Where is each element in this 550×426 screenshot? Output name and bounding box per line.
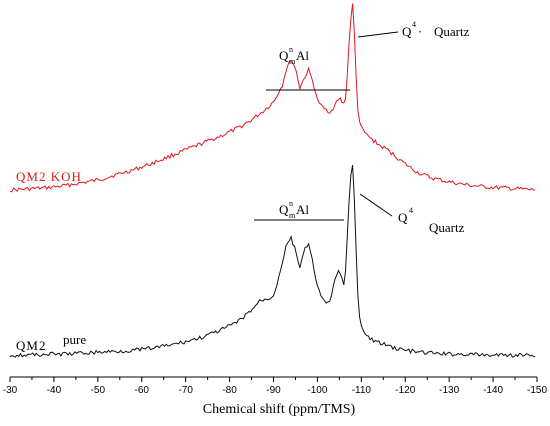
x-tick-label: -100: [307, 385, 327, 396]
x-tick-label: -110: [352, 385, 372, 396]
spectrum-line: [10, 3, 536, 193]
q-al-b: Al: [296, 202, 309, 217]
x-tick-label: -140: [483, 385, 503, 396]
q4-dot: ·: [418, 24, 422, 39]
spectrum-line: [9, 165, 536, 358]
series-qm2-koh: [10, 3, 536, 193]
x-tick-label: -40: [47, 385, 62, 396]
q4-letter: Q: [402, 24, 412, 39]
leader-line-bottom: [359, 193, 393, 217]
leader-line-top: [357, 31, 399, 38]
x-axis-title: Chemical shift (ppm/TMS): [203, 402, 356, 417]
x-tick-label: -90: [266, 385, 281, 396]
series-qm2-pure: [9, 165, 536, 358]
quartz-label-bottom: Quartz: [429, 220, 465, 235]
series-label-pure: pure: [63, 332, 86, 347]
series-label-qm2-koh: QM2 KOH: [16, 169, 82, 184]
q4-letter-b: Q: [398, 210, 408, 225]
q-letter-b: Q: [279, 202, 289, 217]
x-tick-label: -30: [3, 385, 18, 396]
x-tick-label: -70: [178, 385, 193, 396]
x-tick-label: -120: [395, 385, 415, 396]
q-sup-n: n: [289, 45, 293, 54]
q-letter: Q: [279, 48, 289, 63]
x-tick-label: -80: [222, 385, 237, 396]
annotation-q4-quartz-top: Q 4 · Quartz: [402, 20, 470, 39]
series-label-qm2: QM2: [16, 338, 46, 353]
q-sup-n-b: n: [289, 199, 293, 208]
x-tick-label: -50: [91, 385, 106, 396]
x-axis-ticks: [9, 377, 538, 382]
q4-sup: 4: [412, 20, 416, 29]
x-tick-label: -150: [527, 385, 547, 396]
q-al: Al: [296, 48, 309, 63]
q-sub-m-b: m: [289, 211, 296, 220]
x-tick-label: -130: [439, 385, 459, 396]
annotation-qnm-al-top: Q n m Al: [279, 45, 309, 66]
x-axis-tick-labels: -30 -40 -50 -60 -70 -80 -90 -100 -110 -120 -130 -14…: [3, 385, 548, 396]
annotation-q4-quartz-bottom: Q 4 Quartz: [398, 206, 465, 235]
q-sub-m: m: [289, 57, 296, 66]
quartz-label-top: Quartz: [434, 24, 470, 39]
q4-sup-b: 4: [409, 206, 413, 215]
annotation-qnm-al-bottom: Q n m Al: [279, 199, 309, 220]
x-tick-label: -60: [135, 385, 150, 396]
